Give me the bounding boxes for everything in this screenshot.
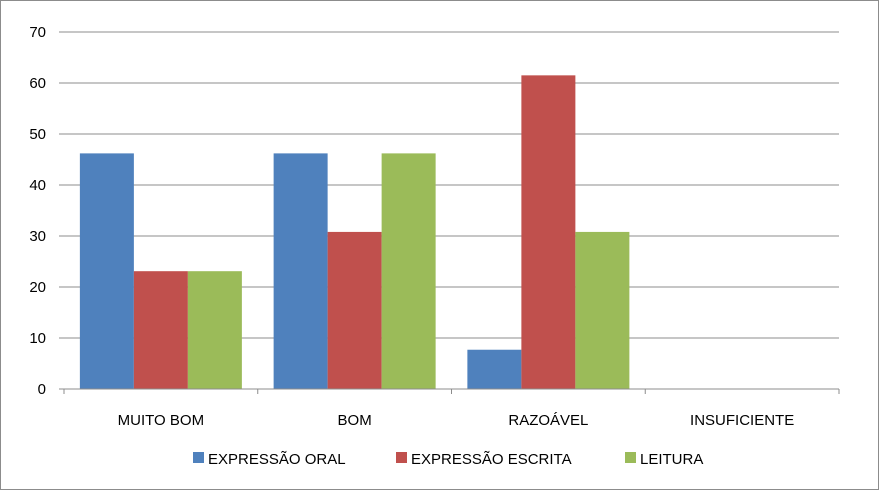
y-axis-ticks: 0 10 20 30 40 50 60 70: [29, 24, 64, 398]
x-category-label: INSUFICIENTE: [690, 412, 794, 429]
bar-expressao-oral: [79, 153, 134, 389]
y-tick-label: 40: [29, 177, 46, 194]
bar-expressao-oral: [467, 349, 522, 389]
legend-swatch: [625, 452, 636, 463]
bars: [79, 75, 630, 389]
bar-leitura: [575, 231, 630, 389]
y-tick-label: 60: [29, 75, 46, 92]
y-tick-label: 10: [29, 330, 46, 347]
y-tick-label: 0: [38, 381, 46, 398]
y-tick-label: 30: [29, 228, 46, 245]
y-tick-label: 20: [29, 279, 46, 296]
x-category-label: MUITO BOM: [118, 412, 204, 429]
legend-label: LEITURA: [640, 451, 703, 468]
legend-swatch: [193, 452, 204, 463]
bar-leitura: [381, 153, 436, 389]
legend-label: EXPRESSÃO ORAL: [208, 451, 346, 468]
legend-label: EXPRESSÃO ESCRITA: [411, 451, 572, 468]
bar-expressao-escrita: [133, 271, 188, 389]
legend: EXPRESSÃO ORAL EXPRESSÃO ESCRITA LEITURA: [193, 451, 703, 468]
legend-swatch: [396, 452, 407, 463]
x-category-label: BOM: [338, 412, 372, 429]
bar-expressao-escrita: [327, 231, 382, 389]
bar-expressao-oral: [273, 153, 328, 389]
y-tick-label: 70: [29, 24, 46, 41]
bar-expressao-escrita: [521, 75, 576, 389]
x-axis-categories: MUITO BOM BOM RAZOÁVEL INSUFICIENTE: [118, 412, 795, 429]
x-category-label: RAZOÁVEL: [508, 412, 588, 429]
bar-leitura: [187, 271, 242, 389]
x-axis: [63, 388, 840, 394]
y-tick-label: 50: [29, 126, 46, 143]
